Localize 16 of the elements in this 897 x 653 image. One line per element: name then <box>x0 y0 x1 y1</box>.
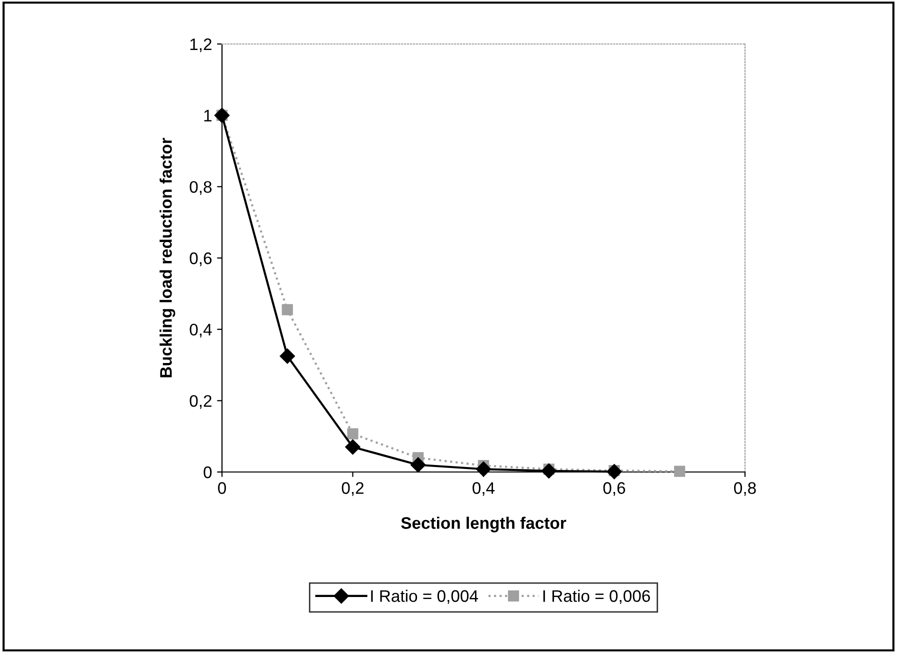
legend-label: I Ratio = 0,006 <box>543 590 650 604</box>
y-tick-label: 0,4 <box>190 324 212 338</box>
y-tick-label: 1,2 <box>190 38 212 52</box>
y-tick-label: 0 <box>204 466 212 478</box>
y-tick-label: 0,2 <box>190 395 212 409</box>
x-axis-title: Section length factor <box>401 516 566 532</box>
x-tick-label: 0,6 <box>603 482 626 496</box>
x-tick-label: 0,4 <box>472 482 495 496</box>
y-axis-title: Buckling load reduction factor <box>160 138 176 378</box>
y-tick-label: 0,6 <box>190 252 212 266</box>
y-tick-label: 0,8 <box>190 181 212 195</box>
x-tick-label: 0 <box>218 482 226 494</box>
x-tick-label: 0,2 <box>342 482 364 496</box>
legend-label: I Ratio = 0,004 <box>371 590 478 604</box>
y-tick-label: 1 <box>204 110 212 122</box>
x-tick-label: 0,8 <box>734 482 756 496</box>
